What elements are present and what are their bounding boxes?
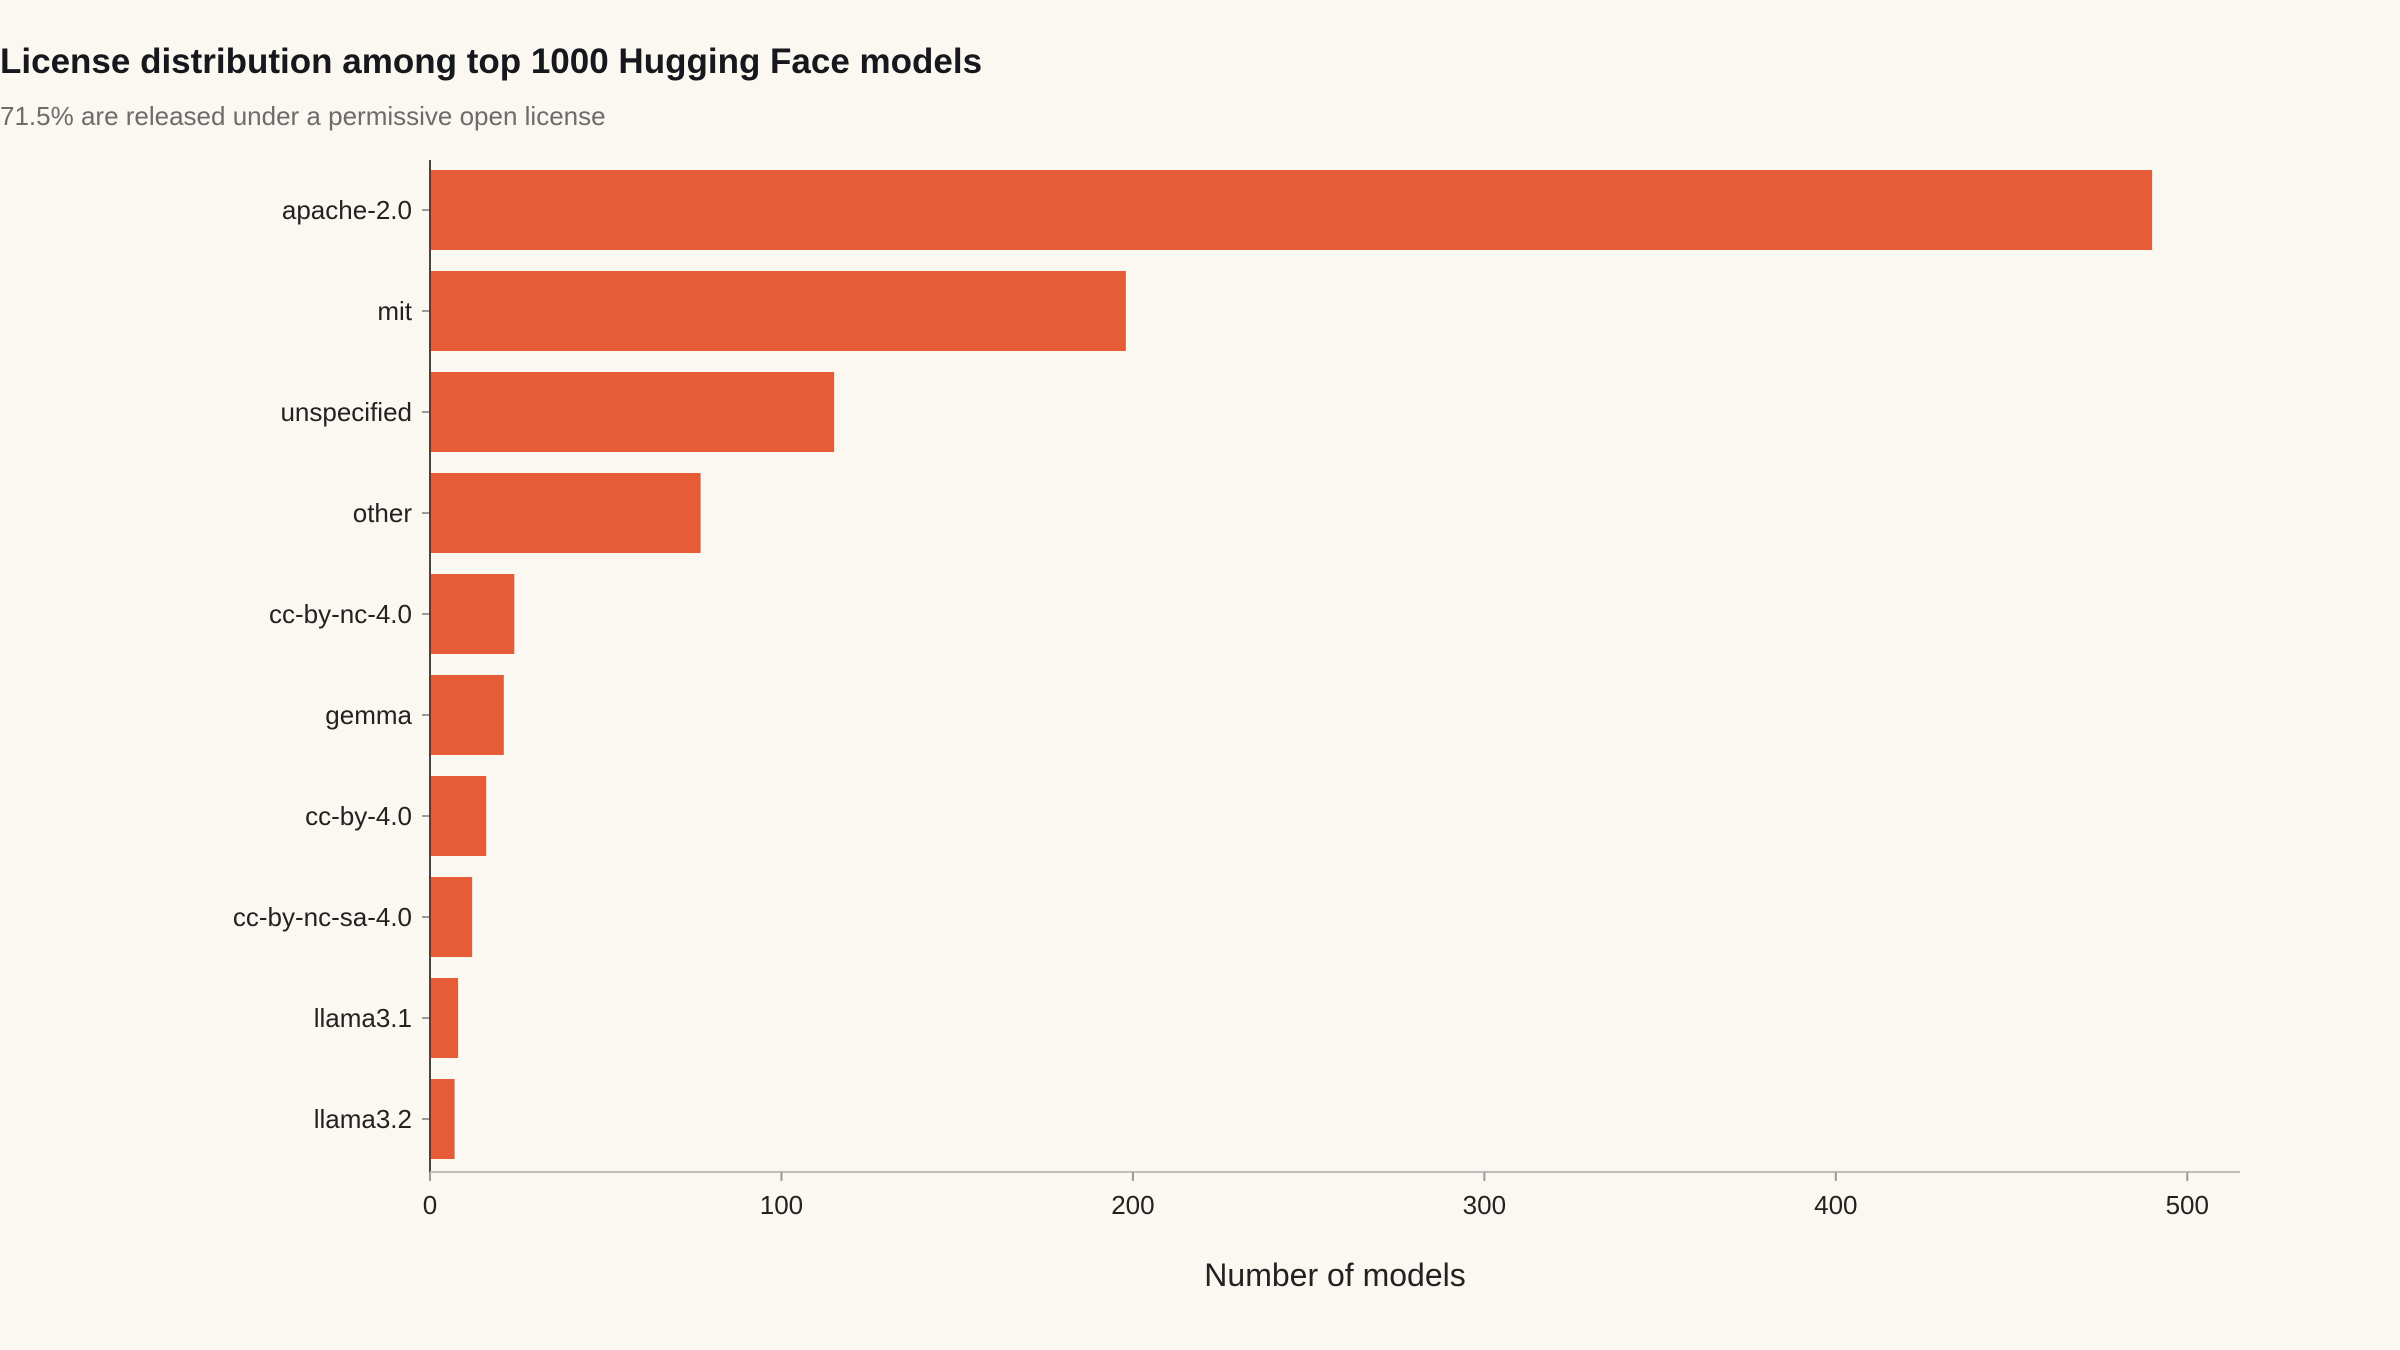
bar-other (430, 473, 701, 553)
bar-cc-by-nc-4-0 (430, 574, 515, 654)
category-label-apache-2-0: apache-2.0 (282, 195, 412, 225)
bar-llama3-1 (430, 978, 459, 1058)
x-tick-label-200: 200 (1111, 1190, 1154, 1220)
x-tick-label-400: 400 (1814, 1190, 1857, 1220)
x-tick-label-500: 500 (2166, 1190, 2209, 1220)
chart-subtitle: 71.5% are released under a permissive op… (0, 101, 606, 131)
category-label-unspecified: unspecified (280, 397, 412, 427)
chart-title: License distribution among top 1000 Hugg… (0, 42, 983, 81)
category-label-llama3-1: llama3.1 (314, 1003, 412, 1033)
bar-llama3-2 (430, 1079, 455, 1159)
bars-group (430, 170, 2153, 1159)
bar-unspecified (430, 372, 835, 452)
category-label-cc-by-nc-4-0: cc-by-nc-4.0 (269, 599, 412, 629)
x-axis-title: Number of models (1204, 1257, 1465, 1293)
bar-cc-by-4-0 (430, 776, 487, 856)
category-label-cc-by-4-0: cc-by-4.0 (305, 801, 412, 831)
category-labels: apache-2.0 mit unspecified other cc-by-nc-4.… (233, 195, 430, 1134)
bar-mit (430, 271, 1126, 351)
category-label-other: other (353, 498, 413, 528)
bar-apache-2-0 (430, 170, 2153, 250)
x-tick-label-0: 0 (423, 1190, 437, 1220)
category-label-llama3-2: llama3.2 (314, 1104, 412, 1134)
x-tick-label-100: 100 (760, 1190, 803, 1220)
category-label-gemma: gemma (325, 700, 412, 730)
category-label-mit: mit (377, 296, 412, 326)
bar-cc-by-nc-sa-4-0 (430, 877, 473, 957)
x-tick-label-300: 300 (1463, 1190, 1506, 1220)
x-axis-ticks: 0 100 200 300 400 500 (423, 1172, 2209, 1220)
bar-gemma (430, 675, 504, 755)
category-label-cc-by-nc-sa-4-0: cc-by-nc-sa-4.0 (233, 902, 412, 932)
